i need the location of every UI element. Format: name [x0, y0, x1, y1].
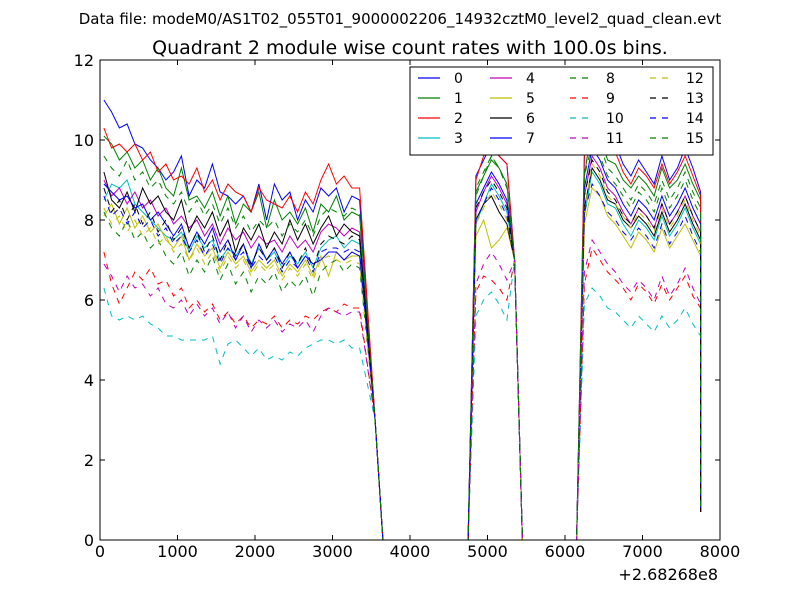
- legend-label-9: 9: [606, 91, 615, 107]
- x-offset-label: +2.68268e8: [618, 565, 718, 584]
- file-suptitle: Data file: modeM0/AS1T02_055T01_90000022…: [79, 10, 722, 29]
- x-tick-label: 0: [95, 542, 105, 561]
- legend-label-10: 10: [606, 111, 624, 127]
- chart-title: Quadrant 2 module wise count rates with …: [152, 37, 668, 59]
- y-tick-label: 8: [84, 211, 94, 230]
- legend-label-0: 0: [454, 71, 463, 87]
- x-tick-label: 4000: [390, 542, 431, 561]
- legend-label-13: 13: [686, 91, 704, 107]
- y-tick-label: 6: [84, 291, 94, 310]
- x-tick-label: 3000: [312, 542, 353, 561]
- y-tick-label: 4: [84, 371, 94, 390]
- legend-label-15: 15: [686, 131, 704, 147]
- tick-labels: 0 1000 2000 3000 4000 5000 6000 7000 80000246810…: [74, 51, 741, 561]
- legend-label-11: 11: [606, 131, 624, 147]
- y-tick-label: 10: [74, 131, 94, 150]
- series-line-14: [103, 182, 702, 541]
- series-line-12: [103, 162, 702, 541]
- y-tick-label: 12: [74, 51, 94, 70]
- y-tick-label: 0: [84, 531, 94, 550]
- plot-frame: [99, 59, 721, 541]
- legend-label-5: 5: [526, 91, 535, 107]
- x-tick-label: 1000: [157, 542, 198, 561]
- x-tick-label: 8000: [700, 542, 741, 561]
- legend-label-8: 8: [606, 71, 615, 87]
- series-line-15: [103, 130, 702, 541]
- legend-label-7: 7: [526, 131, 535, 147]
- x-tick-label: 5000: [467, 542, 508, 561]
- legend-label-12: 12: [686, 71, 704, 87]
- legend-label-3: 3: [454, 131, 463, 147]
- x-tick-label: 6000: [545, 542, 586, 561]
- legend-label-6: 6: [526, 111, 535, 127]
- legend-label-4: 4: [526, 71, 535, 87]
- legend-label-2: 2: [454, 111, 463, 127]
- legend-label-14: 14: [686, 111, 704, 127]
- y-tick-label: 2: [84, 451, 94, 470]
- x-tick-label: 7000: [622, 542, 663, 561]
- x-tick-label: 2000: [235, 542, 276, 561]
- legend-box: [409, 66, 714, 156]
- legend-label-1: 1: [454, 91, 463, 107]
